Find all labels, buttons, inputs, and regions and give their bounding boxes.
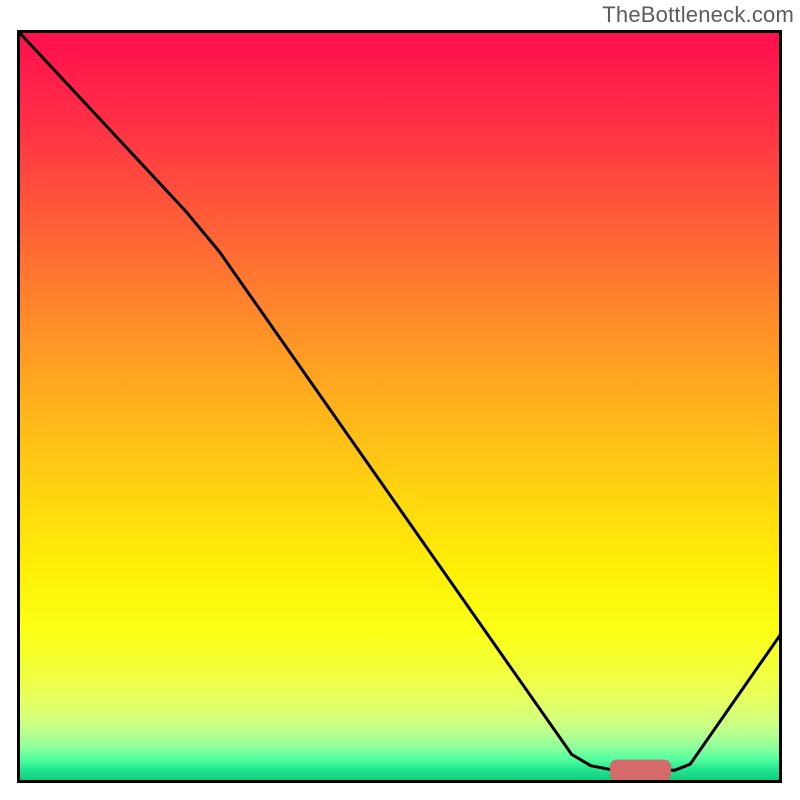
bottleneck-line-chart — [17, 30, 782, 783]
figure-root: TheBottleneck.com — [0, 0, 800, 800]
chart-container — [17, 30, 782, 783]
watermark-text: TheBottleneck.com — [602, 2, 794, 28]
